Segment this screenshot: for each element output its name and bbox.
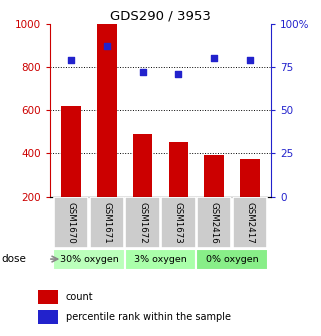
Bar (204, 156, 224, 197)
Bar (53, 249, 125, 269)
Title: GDS290 / 3953: GDS290 / 3953 (110, 9, 211, 23)
Text: GSM1672: GSM1672 (138, 202, 147, 244)
Bar (240, 159, 260, 197)
Bar (126, 197, 160, 248)
Bar (133, 134, 152, 197)
Bar (54, 197, 88, 248)
Text: GSM1670: GSM1670 (67, 202, 76, 244)
Text: 3% oxygen: 3% oxygen (134, 255, 187, 263)
Text: 0% oxygen: 0% oxygen (206, 255, 258, 263)
Point (69, 57, 74, 62)
Text: dose: dose (2, 254, 26, 264)
Point (140, 69, 145, 75)
Point (212, 55, 217, 61)
Bar (90, 197, 124, 248)
Bar (197, 197, 231, 248)
Text: GSM2417: GSM2417 (245, 202, 254, 244)
Bar (161, 197, 195, 248)
Bar (169, 142, 188, 197)
Bar (38, 310, 57, 324)
Bar (97, 24, 117, 197)
Text: GSM1673: GSM1673 (174, 202, 183, 244)
Bar (125, 249, 196, 269)
Text: GSM2416: GSM2416 (210, 202, 219, 244)
Bar (38, 290, 57, 304)
Text: GSM1671: GSM1671 (102, 202, 111, 244)
Bar (61, 106, 81, 197)
Text: 30% oxygen: 30% oxygen (60, 255, 118, 263)
Point (104, 43, 109, 49)
Text: percentile rank within the sample: percentile rank within the sample (66, 312, 231, 322)
Point (247, 57, 252, 62)
Text: count: count (66, 292, 94, 302)
Point (176, 71, 181, 76)
Bar (196, 249, 268, 269)
Bar (233, 197, 267, 248)
